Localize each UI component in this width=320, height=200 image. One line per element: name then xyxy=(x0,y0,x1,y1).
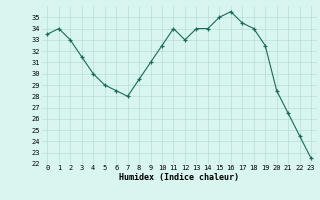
X-axis label: Humidex (Indice chaleur): Humidex (Indice chaleur) xyxy=(119,173,239,182)
